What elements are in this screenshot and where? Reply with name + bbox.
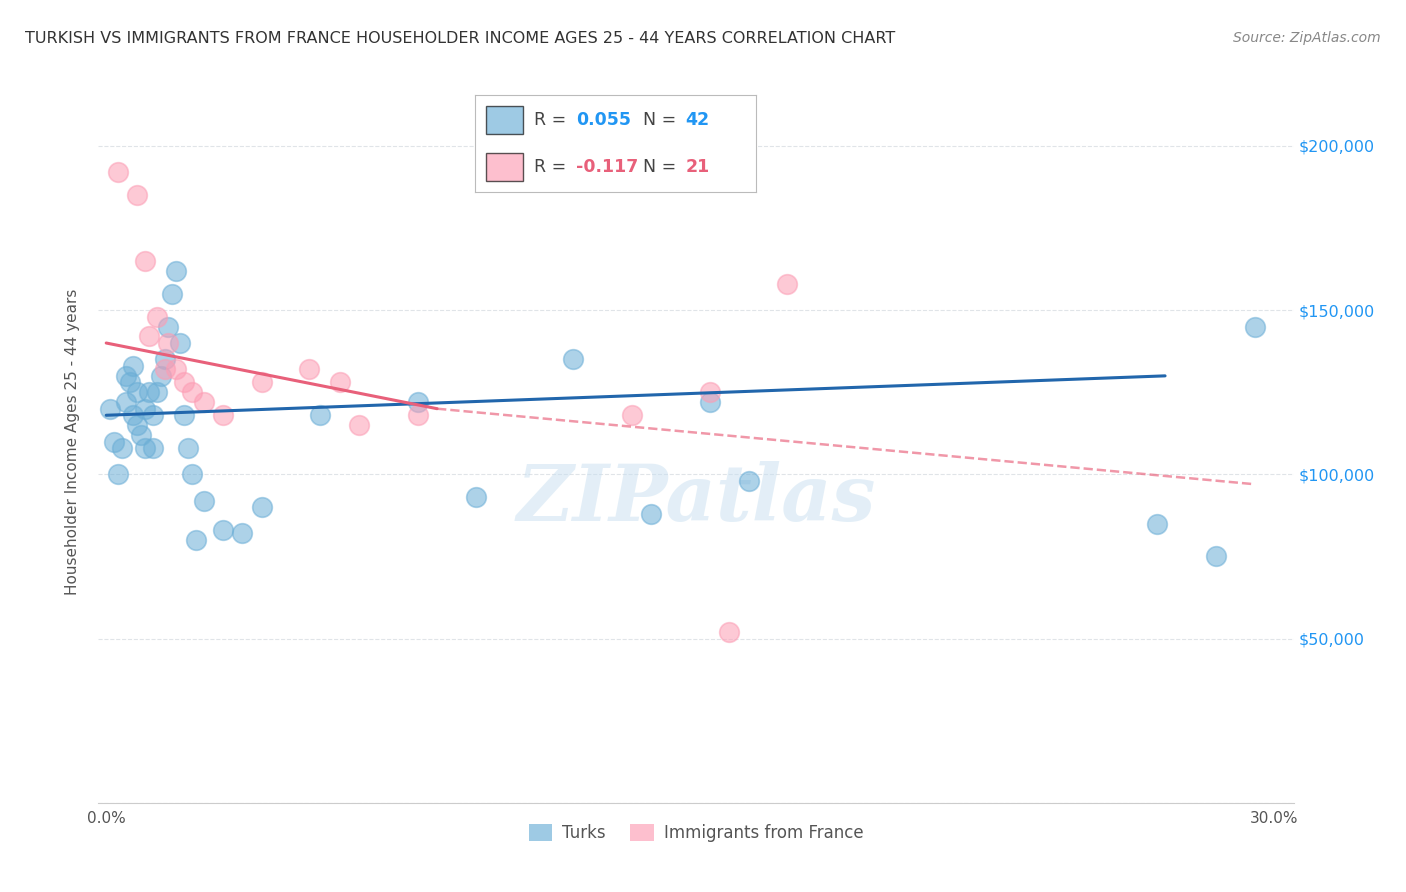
Text: TURKISH VS IMMIGRANTS FROM FRANCE HOUSEHOLDER INCOME AGES 25 - 44 YEARS CORRELAT: TURKISH VS IMMIGRANTS FROM FRANCE HOUSEH… <box>25 31 896 46</box>
Point <box>1205 549 1227 564</box>
Point <box>146 310 169 324</box>
Point <box>142 441 165 455</box>
Point <box>776 277 799 291</box>
Point <box>149 368 172 383</box>
Point <box>157 336 180 351</box>
Point <box>122 359 145 373</box>
Point <box>127 188 149 202</box>
Point <box>298 362 321 376</box>
Point <box>184 533 207 547</box>
Point <box>114 368 136 383</box>
Point <box>122 409 145 423</box>
Point <box>138 385 160 400</box>
Point <box>134 441 156 455</box>
Point <box>562 352 585 367</box>
Point <box>177 441 200 455</box>
Point <box>165 362 187 376</box>
Point <box>180 467 202 482</box>
Point <box>142 409 165 423</box>
Point <box>718 625 741 640</box>
Y-axis label: Householder Income Ages 25 - 44 years: Householder Income Ages 25 - 44 years <box>65 288 80 595</box>
Point <box>1146 516 1168 531</box>
Point <box>699 395 721 409</box>
Point <box>173 409 195 423</box>
Point <box>309 409 332 423</box>
Point <box>465 491 488 505</box>
Point <box>212 409 235 423</box>
Point <box>250 376 273 390</box>
Point <box>737 474 759 488</box>
Point <box>118 376 141 390</box>
Point <box>114 395 136 409</box>
Point <box>134 253 156 268</box>
Point <box>329 376 352 390</box>
Point <box>162 286 184 301</box>
Point <box>157 319 180 334</box>
Point <box>231 526 253 541</box>
Point <box>153 362 176 376</box>
Point <box>640 507 662 521</box>
Point <box>193 395 215 409</box>
Point <box>699 385 721 400</box>
Point <box>620 409 643 423</box>
Point <box>406 395 429 409</box>
Point <box>193 493 215 508</box>
Legend: Turks, Immigrants from France: Turks, Immigrants from France <box>522 817 870 848</box>
Point <box>146 385 169 400</box>
Point <box>129 428 152 442</box>
Point <box>169 336 191 351</box>
Point <box>103 434 125 449</box>
Point <box>111 441 134 455</box>
Point <box>250 500 273 515</box>
Point <box>127 385 149 400</box>
Point <box>134 401 156 416</box>
Point <box>406 409 429 423</box>
Point <box>165 264 187 278</box>
Point <box>107 165 129 179</box>
Text: ZIPatlas: ZIPatlas <box>516 461 876 538</box>
Point <box>180 385 202 400</box>
Point <box>127 418 149 433</box>
Point <box>153 352 176 367</box>
Point <box>107 467 129 482</box>
Point <box>212 523 235 537</box>
Point <box>349 418 371 433</box>
Point <box>98 401 121 416</box>
Point <box>1243 319 1265 334</box>
Text: Source: ZipAtlas.com: Source: ZipAtlas.com <box>1233 31 1381 45</box>
Point <box>173 376 195 390</box>
Point <box>138 329 160 343</box>
